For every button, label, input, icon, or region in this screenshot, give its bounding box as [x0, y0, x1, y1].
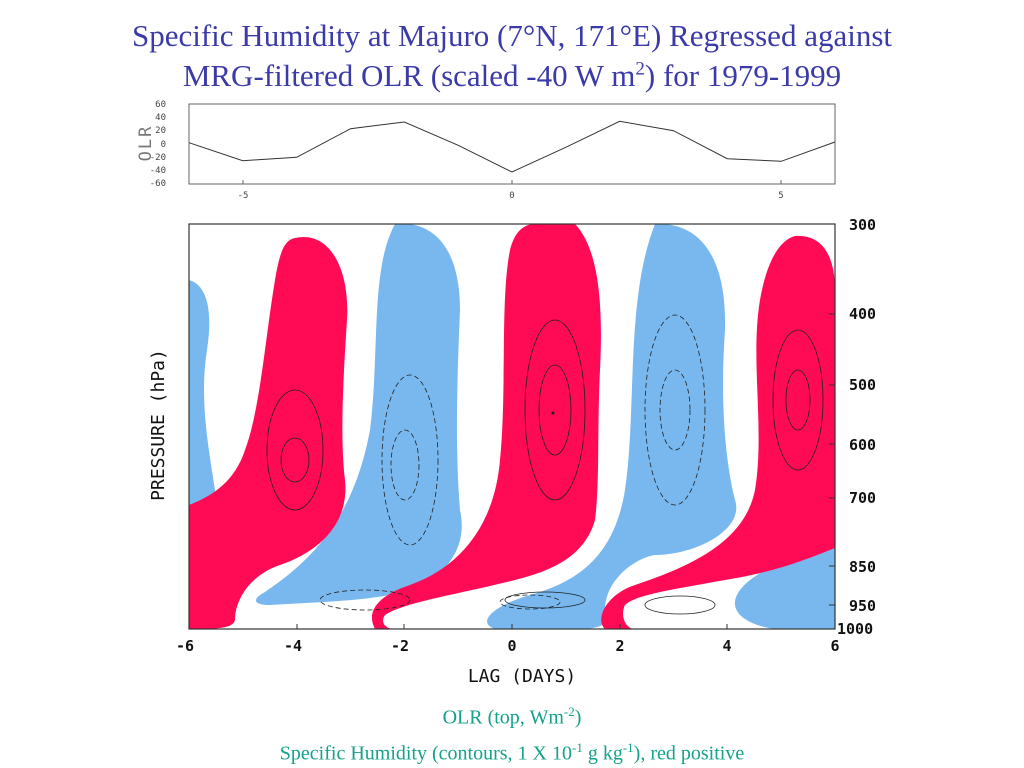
negative-region [189, 280, 216, 505]
olr-ytick-label: -20 [150, 153, 166, 163]
humidity-xtick-label: 6 [830, 637, 839, 655]
caption-line-2-end: ), red positive [633, 742, 745, 765]
humidity-ytick-label: 600 [849, 436, 875, 454]
olr-series-line [188, 120, 836, 173]
humidity-ytick-label: 700 [849, 489, 875, 507]
maximum-marker [551, 411, 555, 415]
olr-xtick-label: -5 [238, 191, 249, 201]
humidity-ytick-label: 400 [849, 305, 875, 323]
title-superscript: 2 [635, 58, 645, 80]
title-line-2-end: ) for 1979-1999 [644, 58, 842, 93]
positive-region [371, 224, 601, 629]
y-axis-label: PRESSURE (hPa) [148, 349, 169, 501]
caption-line-1: OLR (top, Wm-2) [0, 697, 1024, 733]
title-line-2: MRG-filtered OLR (scaled -40 W m2) for 1… [0, 56, 1024, 96]
olr-ytick-label: 60 [155, 100, 166, 110]
solid-contours [266, 319, 824, 615]
olr-axis-label: OLR [136, 125, 156, 162]
olr-ytick-label: 20 [155, 126, 166, 136]
humidity-x-ticks [188, 624, 836, 629]
title-line-2-text: MRG-filtered OLR (scaled -40 W m [182, 58, 636, 93]
title-line-1: Specific Humidity at Majuro (7°N, 171°E)… [131, 18, 892, 53]
x-axis-label: LAG (DAYS) [468, 666, 576, 687]
humidity-xtick-label: 0 [507, 637, 516, 655]
humidity-ytick-label: 1000 [837, 620, 873, 638]
caption-superscript: -1 [622, 739, 634, 755]
olr-xtick-label: 5 [778, 191, 783, 201]
olr-ytick-label: 40 [155, 113, 166, 123]
humidity-xtick-label: -2 [391, 637, 409, 655]
humidity-ytick-label: 850 [849, 558, 875, 576]
positive-region [601, 235, 835, 629]
caption-superscript: -1 [571, 739, 583, 755]
humidity-ytick-label: 500 [849, 376, 875, 394]
caption-line-2-unit: g kg [582, 742, 623, 765]
olr-line-chart: 60 40 20 0 -20 -40 -60 -5 0 5 OLR [136, 100, 836, 201]
caption-line-1-end: ) [574, 706, 582, 729]
olr-ytick-label: 0 [161, 140, 166, 150]
negative-region [256, 224, 462, 605]
olr-ytick-label: -40 [150, 166, 166, 176]
caption-line-1-text: OLR (top, Wm [442, 706, 564, 729]
olr-xtick-label: 0 [509, 191, 514, 201]
humidity-xtick-label: -4 [284, 637, 302, 655]
humidity-xtick-label: -6 [176, 637, 194, 655]
humidity-xtick-label: 4 [722, 637, 731, 655]
dashed-contours [319, 314, 706, 611]
humidity-y-ticks [829, 223, 835, 630]
negative-region [734, 545, 835, 629]
humidity-xtick-label: 2 [615, 637, 624, 655]
humidity-ytick-label: 950 [849, 597, 875, 615]
caption-line-2-text: Specific Humidity (contours, 1 X 10 [279, 742, 572, 765]
chart-title: Specific Humidity at Majuro (7°N, 171°E)… [0, 16, 1024, 96]
caption-superscript: -2 [563, 704, 575, 719]
humidity-ytick-label: 300 [849, 216, 875, 234]
caption-line-2: Specific Humidity (contours, 1 X 10-1 g … [0, 733, 1024, 768]
olr-ytick-label: -60 [150, 179, 166, 189]
figure-caption: OLR (top, Wm-2) Specific Humidity (conto… [0, 697, 1024, 768]
olr-x-ticks [242, 180, 782, 184]
negative-region [487, 224, 737, 629]
humidity-contour-chart: -6 -4 -2 0 2 4 6 300 400 500 600 700 850… [148, 216, 875, 687]
contour-field [189, 224, 835, 629]
